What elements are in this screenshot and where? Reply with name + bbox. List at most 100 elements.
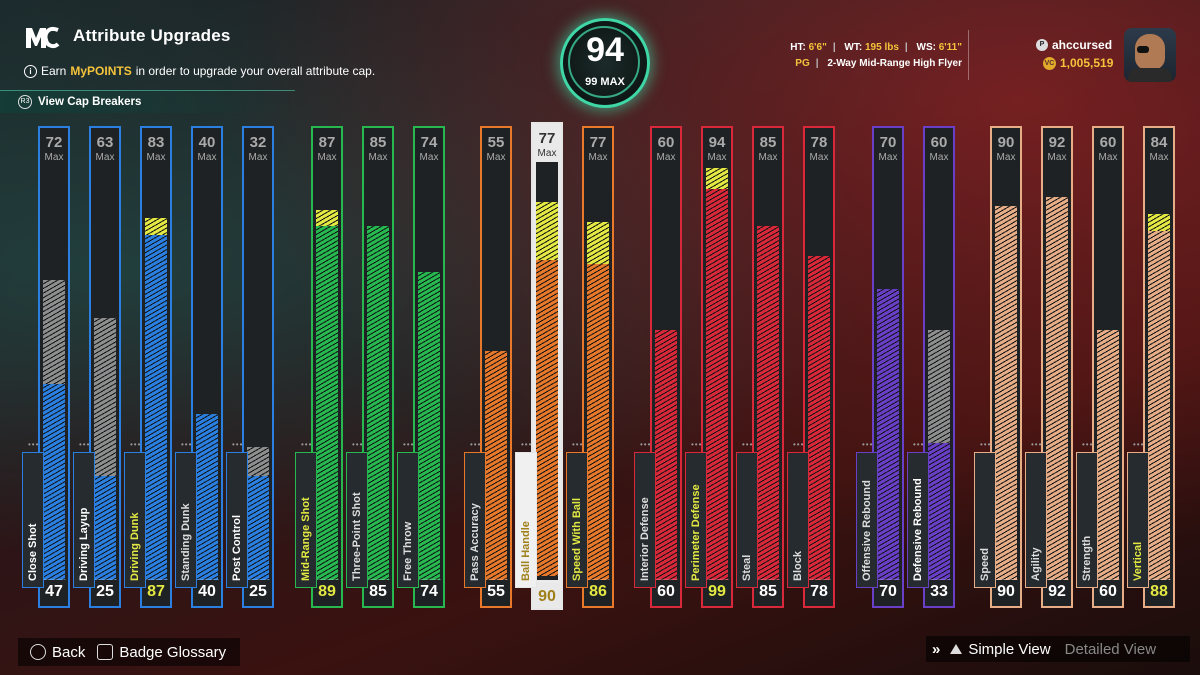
attribute-max-label: Max [419,152,439,163]
attribute-name: Ball Handle [520,521,532,581]
attribute-name: Standing Dunk [180,503,192,581]
attribute-max-value: 92 [1048,134,1066,151]
attribute-dots: ••• [470,440,482,449]
attribute-current-value: 25 [249,583,267,600]
attribute-dots: ••• [79,440,91,449]
attribute-label: Vertical [1127,452,1149,588]
attribute-bar-post-control[interactable]: 32 Max 25 [242,126,274,608]
attribute-current-value: 86 [589,583,607,600]
attribute-fill [928,442,950,580]
attribute-max-value: 78 [810,134,828,151]
attribute-label: Speed [974,452,996,588]
attribute-name: Pass Accuracy [469,503,481,581]
attribute-bar-standing-dunk[interactable]: 40 Max 40 [191,126,223,608]
attribute-max-value: 63 [96,134,114,151]
attribute-max-label: Max [707,152,727,163]
double-chevron-icon: » [932,640,941,658]
attribute-bar-ball-handle[interactable]: 77 Max 90 [531,122,563,610]
attribute-fill [587,263,609,580]
simple-view-toggle[interactable]: Simple View [968,640,1051,658]
attribute-current-value: 90 [538,588,556,605]
attribute-max-value: 85 [759,134,777,151]
attribute-fill [1097,330,1119,580]
attribute-label: Strength [1076,452,1098,588]
attribute-dots: ••• [181,440,193,449]
attribute-dots: ••• [980,440,992,449]
attribute-name: Close Shot [27,523,39,581]
attribute-name: Defensive Rebound [912,478,924,581]
attribute-name: Driving Dunk [129,512,141,581]
detailed-view-toggle[interactable]: Detailed View [1064,640,1157,658]
attribute-current-value: 60 [657,583,675,600]
attribute-max-value: 60 [657,134,675,151]
attribute-current-value: 25 [96,583,114,600]
attribute-fill [145,234,167,580]
username-text: ahccursed [1052,38,1113,52]
attribute-fill [706,188,728,580]
attribute-label: Steal [736,452,758,588]
attribute-label: Pass Accuracy [464,452,486,588]
vc-coin-icon: VC [1043,56,1056,70]
attribute-max-label: Max [588,152,608,163]
attribute-dots: ••• [691,440,703,449]
attribute-dots: ••• [1082,440,1094,449]
attribute-max-value: 70 [879,134,897,151]
player-info: HT: 6'6" | WT: 195 lbs | WS: 6'11" PG | 2-W… [790,42,962,69]
weight-value: 195 lbs [864,42,899,53]
footer-left: Back Badge Glossary [18,638,240,666]
attribute-max-label: Max [758,152,778,163]
attribute-current-value: 40 [198,583,216,600]
attribute-dots: ••• [862,440,874,449]
earn-prefix: Earn [41,64,67,78]
attribute-bar-speed[interactable]: 90 Max 90 [990,126,1022,608]
attribute-max-label: Max [44,152,64,163]
attribute-max-label: Max [1149,152,1169,163]
attribute-fill [808,255,830,580]
height-value: 6'6" [808,42,827,53]
attribute-fill [1148,230,1170,580]
attribute-name: Block [792,551,804,581]
vc-balance: VC 1,005,519 [1043,56,1113,70]
attribute-fill [94,476,116,580]
attribute-name: Free Throw [402,521,414,581]
attribute-max-label: Max [996,152,1016,163]
attribute-cap-room [928,330,950,443]
attribute-label: Mid-Range Shot [295,452,317,588]
attribute-name: Speed [979,547,991,581]
back-button[interactable]: Back [52,643,86,661]
attribute-max-label: Max [197,152,217,163]
attribute-label: Defensive Rebound [907,452,929,588]
attribute-label: Agility [1025,452,1047,588]
attribute-name: Driving Layup [78,507,90,581]
attribute-name: Offensive Rebound [861,480,873,581]
earn-info: i Earn MyPOINTS in order to upgrade your… [24,64,375,78]
attribute-current-value: 70 [879,583,897,600]
attribute-bar-three-point-shot[interactable]: 85 Max 85 [362,126,394,608]
attribute-current-value: 33 [930,583,948,600]
attribute-current-value: 85 [369,583,387,600]
attribute-max-label: Max [1047,152,1067,163]
attribute-max-label: Max [368,152,388,163]
badge-glossary-button[interactable]: Badge Glossary [119,643,227,661]
attribute-upgrade-preview [316,209,338,227]
attribute-dots: ••• [640,440,652,449]
playstation-icon: P [1036,39,1048,51]
attribute-name: Vertical [1132,541,1144,581]
attribute-dots: ••• [28,440,40,449]
attribute-max-label: Max [317,152,337,163]
position-value: PG [795,58,810,69]
attribute-max-label: Max [1098,152,1118,163]
attribute-label: Ball Handle [515,452,537,588]
ht-label: HT: [790,42,806,53]
attribute-dots: ••• [572,440,584,449]
ws-label: WS: [916,42,936,53]
earn-suffix: in order to upgrade your overall attribu… [135,64,376,78]
attribute-dots: ••• [793,440,805,449]
attribute-max-value: 60 [930,134,948,151]
view-cap-breakers-button[interactable]: R3 View Cap Breakers [0,90,295,113]
attribute-cap-room [94,317,116,476]
triangle-button-icon [950,644,963,654]
attribute-max-value: 87 [318,134,336,151]
attribute-bar-offensive-rebound[interactable]: 70 Max 70 [872,126,904,608]
attribute-bar-vertical[interactable]: 84 Max 88 [1143,126,1175,608]
